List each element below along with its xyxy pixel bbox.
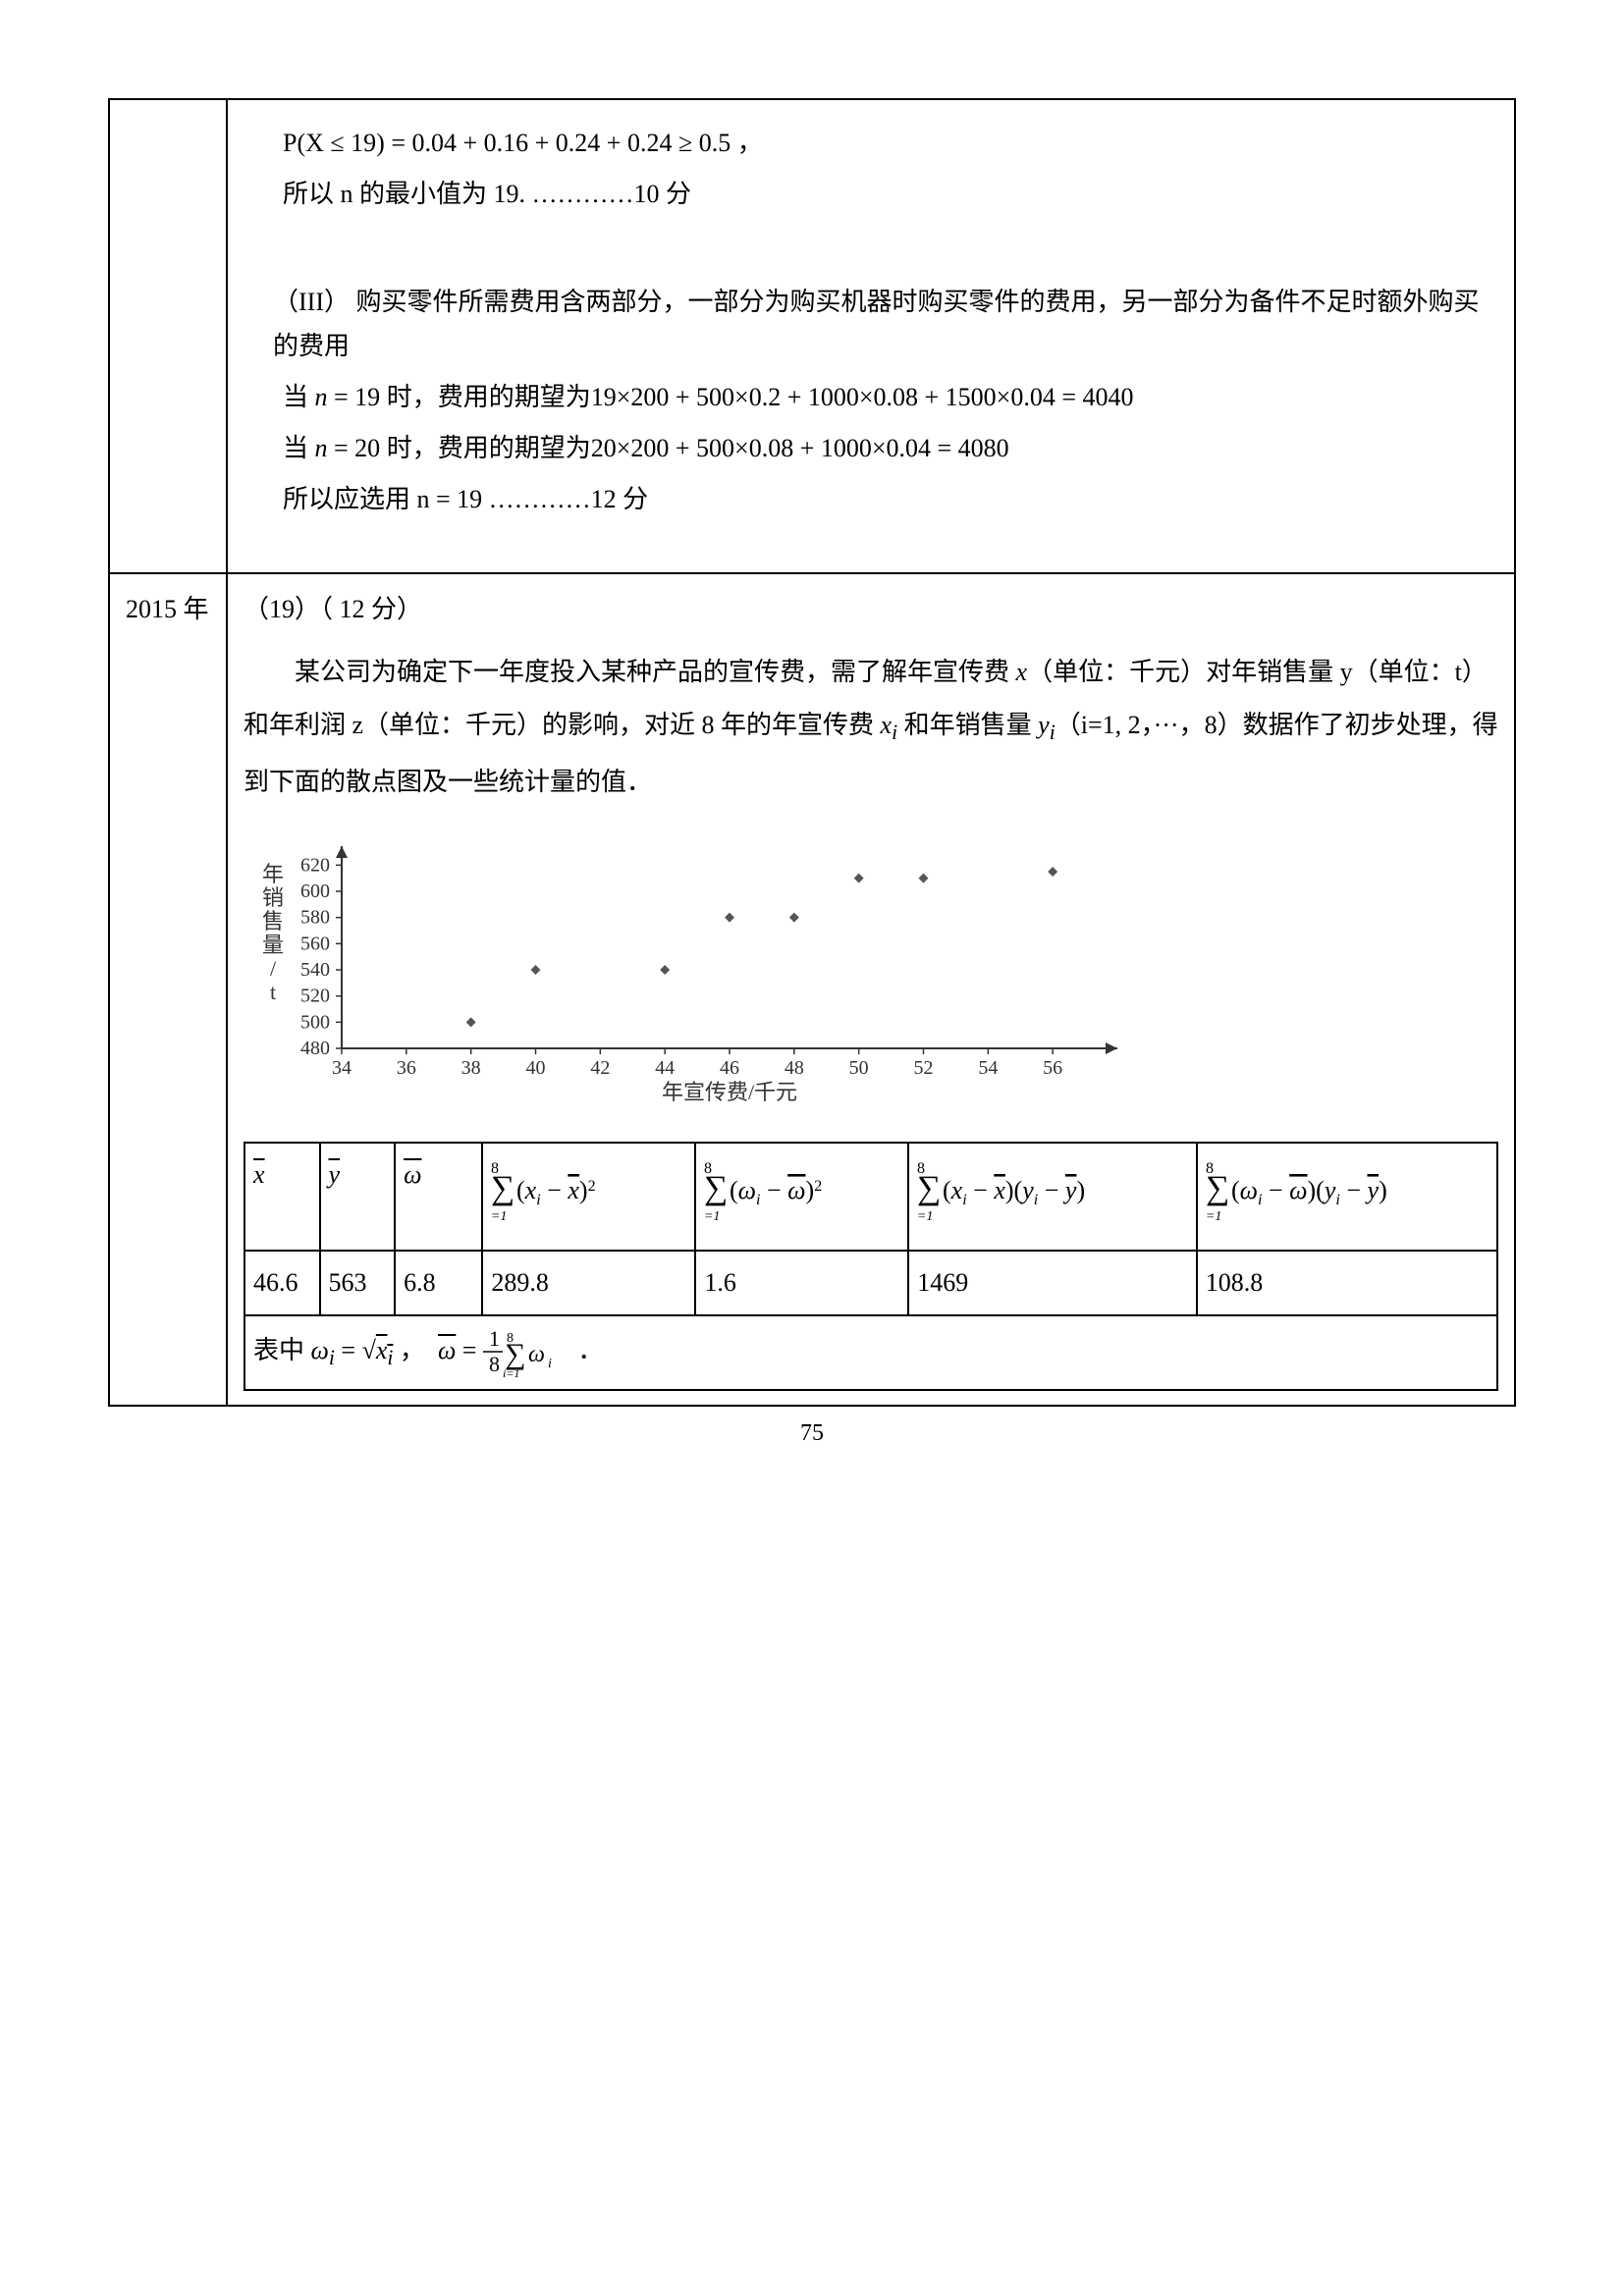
question-header: （19）（ 12 分） [244, 588, 1498, 631]
svg-text:50: 50 [849, 1057, 869, 1079]
svg-text:(ωi − ω)2: (ωi − ω)2 [730, 1176, 822, 1208]
svg-text:售: 售 [262, 909, 284, 934]
stats-note: 表中 ωi = √xi ， ω = 1 8 8 ∑ i=1 ω i ． [244, 1315, 1497, 1390]
stats-note-row: 表中 ωi = √xi ， ω = 1 8 8 ∑ i=1 ω i ． [244, 1315, 1497, 1390]
scatter-svg: 34 36 38 40 42 44 46 48 50 52 54 56 480 500 520 540 560 5… [253, 832, 1137, 1107]
svg-text:46: 46 [720, 1057, 739, 1079]
sum-formula-icon: 8 ∑ i=1 (ωi − ω)(yi − y) [1206, 1153, 1441, 1226]
svg-text:48: 48 [785, 1057, 804, 1079]
svg-text:/: / [270, 956, 277, 981]
svg-text:34: 34 [332, 1057, 352, 1079]
svg-text:t: t [270, 980, 276, 1004]
n19-line: 当 n = 19 时，费用的期望为19×200 + 500×0.2 + 1000… [283, 376, 1498, 419]
svg-text:8: 8 [489, 1352, 500, 1376]
svg-text:(xi − x)(yi − y): (xi − x)(yi − y) [943, 1176, 1085, 1208]
svg-text:∑: ∑ [704, 1170, 728, 1206]
stats-value: 1469 [908, 1251, 1196, 1315]
min-n-line: 所以 n 的最小值为 19. …………10 分 [283, 180, 691, 208]
svg-text:560: 560 [300, 934, 330, 955]
stats-value-row: 46.6 563 6.8 289.8 1.6 1469 108.8 [244, 1251, 1497, 1315]
svg-text:i: i [548, 1357, 552, 1371]
text-line: 所以 n 的最小值为 19. …………10 分 [283, 173, 1498, 216]
stats-value: 1.6 [695, 1251, 908, 1315]
spacer [244, 529, 1498, 559]
sum-formula-icon: 8 ∑ i=1 (xi − x)2 [491, 1153, 638, 1226]
n20-line: 当 n = 20 时，费用的期望为20×200 + 500×0.08 + 100… [283, 427, 1498, 470]
stats-value: 46.6 [244, 1251, 320, 1315]
stats-value: 563 [320, 1251, 396, 1315]
svg-text:i=1: i=1 [491, 1209, 507, 1224]
svg-text:∑: ∑ [491, 1170, 514, 1206]
svg-text:56: 56 [1043, 1057, 1062, 1079]
svg-text:40: 40 [526, 1057, 546, 1079]
conclusion-line: 所以应选用 n = 19 …………12 分 [283, 478, 1498, 521]
question-body: 某公司为确定下一年度投入某种产品的宣传费，需了解年宣传费 x（单位：千元）对年销… [244, 646, 1498, 810]
svg-text:540: 540 [300, 959, 330, 981]
svg-text:44: 44 [655, 1057, 675, 1079]
table-row: 2015 年 （19）（ 12 分） 某公司为确定下一年度投入某种产品的宣传费，… [109, 573, 1515, 1406]
svg-text:1: 1 [489, 1326, 500, 1351]
content-cell-2: （19）（ 12 分） 某公司为确定下一年度投入某种产品的宣传费，需了解年宣传费… [227, 573, 1515, 1406]
svg-text:年: 年 [262, 862, 284, 886]
svg-text:i=1: i=1 [1206, 1209, 1221, 1224]
stats-header: 8 ∑ i=1 (xi − x)(yi − y) [908, 1143, 1196, 1251]
page: P(X ≤ 19) = 0.04 + 0.16 + 0.24 + 0.24 ≥ … [0, 0, 1624, 1506]
svg-text:52: 52 [914, 1057, 934, 1079]
stats-value: 108.8 [1197, 1251, 1497, 1315]
math-line: P(X ≤ 19) = 0.04 + 0.16 + 0.24 + 0.24 ≥ … [283, 122, 1498, 165]
svg-text:量: 量 [262, 933, 284, 957]
svg-text:∑: ∑ [917, 1170, 941, 1206]
year-cell-1 [109, 99, 227, 573]
year-label: 2015 年 [126, 595, 209, 623]
svg-text:年宣传费/千元: 年宣传费/千元 [662, 1080, 797, 1104]
content-cell-1: P(X ≤ 19) = 0.04 + 0.16 + 0.24 + 0.24 ≥ … [227, 99, 1515, 573]
svg-text:36: 36 [397, 1057, 416, 1079]
year-cell-2: 2015 年 [109, 573, 227, 1406]
svg-text:42: 42 [590, 1057, 610, 1079]
svg-text:ω: ω [528, 1342, 545, 1367]
svg-text:∑: ∑ [1206, 1170, 1229, 1206]
fraction-icon: 1 8 8 ∑ i=1 ω i [483, 1326, 571, 1379]
stats-header: 8 ∑ i=1 (ωi − ω)2 [695, 1143, 908, 1251]
sum-formula-icon: 8 ∑ i=1 (ωi − ω)2 [704, 1153, 861, 1226]
svg-text:580: 580 [300, 907, 330, 929]
svg-text:(ωi − ω)(yi − y): (ωi − ω)(yi − y) [1231, 1176, 1387, 1208]
stats-value: 6.8 [395, 1251, 482, 1315]
spacer [244, 224, 1498, 273]
scatter-chart: 34 36 38 40 42 44 46 48 50 52 54 56 480 500 520 540 560 5… [253, 832, 1498, 1121]
svg-text:500: 500 [300, 1012, 330, 1034]
svg-text:54: 54 [978, 1057, 998, 1079]
stats-header: 8 ∑ i=1 (ωi − ω)(yi − y) [1197, 1143, 1497, 1251]
table-row: P(X ≤ 19) = 0.04 + 0.16 + 0.24 + 0.24 ≥ … [109, 99, 1515, 573]
stats-header: y [320, 1143, 396, 1251]
svg-text:(xi − x)2: (xi − x)2 [516, 1176, 596, 1208]
sum-formula-icon: 8 ∑ i=1 (xi − x)(yi − y) [917, 1153, 1143, 1226]
svg-text:480: 480 [300, 1038, 330, 1059]
svg-text:i=1: i=1 [917, 1209, 933, 1224]
stats-header-row: x y ω 8 ∑ i=1 (xi − x)2 8 ∑ i=1 [244, 1143, 1497, 1251]
svg-text:i=1: i=1 [704, 1209, 720, 1224]
page-number: 75 [108, 1420, 1516, 1447]
svg-text:销: 销 [262, 885, 284, 910]
svg-text:620: 620 [300, 855, 330, 877]
stats-header: 8 ∑ i=1 (xi − x)2 [482, 1143, 695, 1251]
stats-header: ω [395, 1143, 482, 1251]
p-inequality: P(X ≤ 19) = 0.04 + 0.16 + 0.24 + 0.24 ≥ … [283, 129, 763, 157]
stats-header: x [244, 1143, 320, 1251]
stats-table: x y ω 8 ∑ i=1 (xi − x)2 8 ∑ i=1 [244, 1142, 1498, 1391]
stats-value: 289.8 [482, 1251, 695, 1315]
svg-text:38: 38 [461, 1057, 481, 1079]
svg-text:520: 520 [300, 986, 330, 1007]
svg-text:i=1: i=1 [503, 1366, 519, 1379]
part3-intro: （III） 购买零件所需费用含两部分，一部分为购买机器时购买零件的费用，另一部分… [273, 281, 1498, 367]
svg-text:600: 600 [300, 881, 330, 902]
main-table: P(X ≤ 19) = 0.04 + 0.16 + 0.24 + 0.24 ≥ … [108, 98, 1516, 1407]
